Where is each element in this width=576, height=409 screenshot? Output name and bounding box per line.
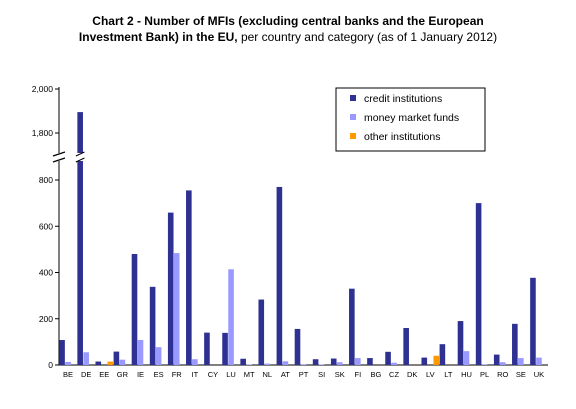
bar: [481, 364, 488, 365]
bar: [167, 212, 174, 365]
legend-box: [335, 87, 486, 152]
x-tick-label: FI: [354, 370, 361, 379]
legend-label: other institutions: [364, 131, 440, 143]
y-tick-label: 0: [48, 360, 53, 370]
x-tick-label: UK: [534, 370, 544, 379]
chart-title-line1: Chart 2 - Number of MFIs (excluding cent…: [92, 14, 484, 28]
x-tick-label: NL: [262, 370, 272, 379]
x-tick-label: MT: [244, 370, 255, 379]
bar: [113, 351, 120, 365]
bar: [439, 344, 446, 365]
bar: [276, 186, 283, 365]
legend-label: credit institutions: [364, 93, 442, 105]
y-tick-label: 1,800: [32, 128, 54, 138]
y-tick-label: 400: [39, 268, 53, 278]
x-tick-label: HU: [461, 370, 472, 379]
bar: [204, 332, 210, 365]
x-tick-label: IT: [191, 370, 198, 379]
bar: [228, 269, 234, 365]
bar: [385, 351, 391, 365]
legend-swatch: [350, 133, 356, 139]
bar: [264, 363, 271, 365]
x-tick-label: ES: [154, 370, 164, 379]
x-tick-label: LV: [426, 370, 435, 379]
bar: [77, 112, 83, 365]
x-tick-label: SK: [335, 370, 345, 379]
x-tick-label: DE: [81, 370, 91, 379]
bar: [107, 361, 114, 365]
bar: [65, 361, 71, 365]
bar: [518, 358, 524, 365]
bar-break-mark: [75, 157, 85, 163]
bar: [530, 277, 536, 365]
x-tick-label: EE: [99, 370, 109, 379]
axis-break-mark: [52, 157, 66, 163]
x-tick-label: IE: [137, 370, 144, 379]
bar: [173, 253, 180, 365]
y-tick-label: 200: [39, 314, 53, 324]
bar: [131, 254, 138, 365]
x-tick-label: FR: [172, 370, 183, 379]
bar: [336, 362, 343, 365]
bar: [457, 321, 464, 365]
y-tick-label: 600: [39, 221, 53, 231]
bar: [83, 352, 89, 365]
x-tick-label: CY: [208, 370, 218, 379]
axis-break-mark: [52, 151, 66, 157]
bar: [119, 359, 126, 365]
bar: [493, 354, 500, 365]
x-tick-label: GR: [117, 370, 129, 379]
bar: [312, 359, 319, 365]
x-tick-label: SI: [318, 370, 325, 379]
bar: [300, 364, 307, 365]
bar: [240, 358, 246, 365]
bar: [349, 288, 355, 365]
bar: [294, 328, 301, 365]
bar: [355, 358, 361, 365]
bar: [367, 358, 373, 365]
x-tick-label: LT: [444, 370, 453, 379]
x-tick-label: RO: [497, 370, 508, 379]
bar: [282, 361, 289, 365]
y-tick-label: 2,000: [32, 84, 54, 94]
bar: [186, 190, 192, 365]
bar: [59, 340, 65, 365]
x-tick-label: DK: [407, 370, 417, 379]
x-tick-label: LU: [226, 370, 236, 379]
legend-swatch: [350, 95, 356, 101]
bar: [512, 323, 518, 365]
bar-break-gap: [76, 153, 84, 161]
bar: [155, 347, 162, 365]
bar: [433, 355, 440, 365]
x-tick-label: BG: [371, 370, 382, 379]
bar: [536, 357, 542, 365]
bar: [499, 362, 506, 365]
chart-title-line2: Investment Bank) in the EU, per country …: [78, 30, 498, 44]
x-tick-label: CZ: [389, 370, 399, 379]
bar: [475, 203, 482, 365]
y-tick-label: 800: [39, 175, 53, 185]
bar: [192, 359, 198, 365]
x-tick-label: SE: [516, 370, 526, 379]
x-tick-label: PL: [480, 370, 489, 379]
bar: [95, 361, 102, 365]
bar: [149, 286, 156, 365]
bar: [137, 340, 144, 365]
axis-break-gap: [54, 153, 64, 161]
bar: [330, 358, 337, 365]
bar: [222, 332, 228, 365]
bar: [421, 357, 428, 365]
bar-break-mark: [75, 151, 85, 157]
legend-swatch: [350, 114, 356, 120]
x-tick-label: BE: [63, 370, 73, 379]
bar: [258, 299, 265, 365]
bar: [403, 328, 409, 365]
legend-label: money market funds: [364, 112, 459, 124]
x-tick-label: PT: [299, 370, 309, 379]
bar: [463, 351, 470, 365]
bar: [391, 362, 397, 365]
x-tick-label: AT: [281, 370, 290, 379]
